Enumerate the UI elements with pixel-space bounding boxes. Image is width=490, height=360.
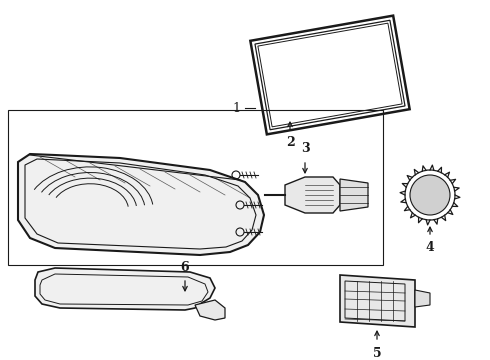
Polygon shape xyxy=(415,290,430,307)
Circle shape xyxy=(410,175,450,215)
Text: 4: 4 xyxy=(426,241,434,254)
Polygon shape xyxy=(18,154,264,255)
Text: 3: 3 xyxy=(301,142,309,155)
Polygon shape xyxy=(340,275,415,327)
Text: 5: 5 xyxy=(373,347,381,360)
Text: 1: 1 xyxy=(232,102,240,114)
Polygon shape xyxy=(195,300,225,320)
Polygon shape xyxy=(340,179,368,211)
Text: 2: 2 xyxy=(286,136,294,149)
Polygon shape xyxy=(285,177,340,213)
Text: 6: 6 xyxy=(181,261,189,274)
Bar xyxy=(8,110,383,265)
Polygon shape xyxy=(35,268,215,310)
